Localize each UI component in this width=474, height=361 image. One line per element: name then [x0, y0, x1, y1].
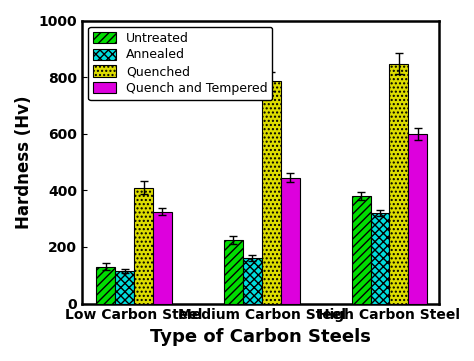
Bar — [224, 240, 243, 304]
Bar — [96, 267, 115, 304]
Bar — [262, 81, 281, 304]
Legend: Untreated, Annealed, Quenched, Quench and Tempered: Untreated, Annealed, Quenched, Quench an… — [88, 27, 273, 100]
Bar — [243, 258, 262, 304]
X-axis label: Type of Carbon Steels: Type of Carbon Steels — [150, 328, 371, 346]
Bar — [134, 187, 153, 304]
Bar — [281, 178, 300, 304]
Y-axis label: Hardness (Hv): Hardness (Hv) — [15, 95, 33, 229]
Bar — [371, 213, 390, 304]
Bar — [115, 271, 134, 304]
Bar — [409, 134, 428, 304]
Bar — [153, 212, 172, 304]
Bar — [390, 64, 409, 304]
Bar — [352, 196, 371, 304]
